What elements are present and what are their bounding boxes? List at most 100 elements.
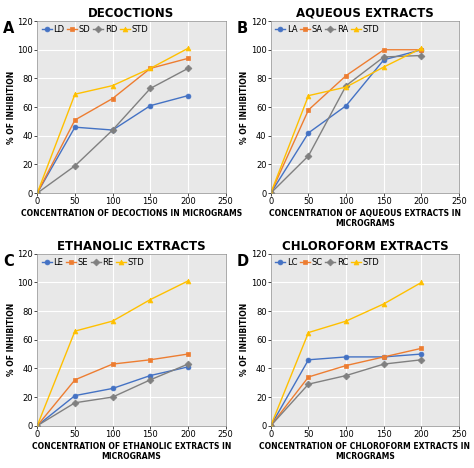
Line: SA: SA <box>268 47 424 196</box>
Y-axis label: % OF INHIBITION: % OF INHIBITION <box>240 303 249 376</box>
RC <box>381 361 387 367</box>
Title: CHLOROFORM EXTRACTS: CHLOROFORM EXTRACTS <box>282 240 448 253</box>
LA <box>381 57 387 63</box>
RE <box>35 423 40 429</box>
SA <box>306 107 311 113</box>
LE <box>35 423 40 429</box>
Text: C: C <box>3 254 14 269</box>
LA <box>419 47 424 52</box>
LC <box>343 354 349 360</box>
STD <box>381 301 387 307</box>
Line: RD: RD <box>35 66 191 196</box>
SE <box>110 361 116 367</box>
Line: RA: RA <box>268 53 424 196</box>
Line: LE: LE <box>35 365 191 428</box>
STD <box>110 318 116 324</box>
X-axis label: CONCENTRATION OF ETHANOLIC EXTRACTS IN
MICROGRAMS: CONCENTRATION OF ETHANOLIC EXTRACTS IN M… <box>32 442 231 461</box>
STD <box>343 84 349 90</box>
SA <box>343 73 349 78</box>
Y-axis label: % OF INHIBITION: % OF INHIBITION <box>240 71 249 144</box>
STD <box>72 329 78 334</box>
SC <box>268 423 273 429</box>
RA <box>306 153 311 159</box>
LE <box>185 364 191 370</box>
LD <box>147 103 153 109</box>
RE <box>185 361 191 367</box>
Line: SE: SE <box>35 351 191 428</box>
RA <box>343 83 349 88</box>
Legend: LE, SE, RE, STD: LE, SE, RE, STD <box>41 257 145 268</box>
Legend: LA, SA, RA, STD: LA, SA, RA, STD <box>274 24 380 35</box>
Y-axis label: % OF INHIBITION: % OF INHIBITION <box>7 303 16 376</box>
RC <box>419 357 424 363</box>
STD <box>419 45 424 51</box>
Line: LA: LA <box>268 47 424 196</box>
STD <box>185 45 191 51</box>
SA <box>268 190 273 196</box>
RC <box>268 423 273 429</box>
RA <box>381 54 387 60</box>
SE <box>35 423 40 429</box>
LC <box>381 354 387 360</box>
SD <box>72 117 78 123</box>
RE <box>110 394 116 400</box>
RD <box>147 86 153 91</box>
SA <box>419 47 424 52</box>
STD <box>268 423 273 429</box>
RC <box>306 381 311 387</box>
LE <box>147 373 153 378</box>
SC <box>381 354 387 360</box>
STD <box>72 91 78 97</box>
SA <box>381 47 387 52</box>
Line: SC: SC <box>268 346 424 428</box>
SD <box>185 56 191 61</box>
SE <box>72 377 78 383</box>
SC <box>343 363 349 368</box>
STD <box>185 278 191 284</box>
X-axis label: CONCENTRATION OF CHLOROFORM EXTRACTS IN
MICROGRAMS: CONCENTRATION OF CHLOROFORM EXTRACTS IN … <box>259 442 471 461</box>
RC <box>343 373 349 378</box>
LA <box>268 190 273 196</box>
LA <box>306 130 311 136</box>
LD <box>110 127 116 133</box>
STD <box>110 83 116 88</box>
STD <box>147 297 153 302</box>
Line: SD: SD <box>35 56 191 196</box>
Legend: LC, SC, RC, STD: LC, SC, RC, STD <box>274 257 380 268</box>
Line: LD: LD <box>35 93 191 196</box>
Line: STD: STD <box>35 46 191 196</box>
LE <box>72 393 78 398</box>
Text: D: D <box>237 254 249 269</box>
RE <box>147 377 153 383</box>
Line: LC: LC <box>268 351 424 428</box>
Line: STD: STD <box>268 280 424 428</box>
Title: DECOCTIONS: DECOCTIONS <box>88 7 174 20</box>
LA <box>343 103 349 109</box>
RE <box>72 400 78 406</box>
Legend: LD, SD, RD, STD: LD, SD, RD, STD <box>41 24 149 35</box>
Line: RE: RE <box>35 362 191 428</box>
STD <box>419 279 424 285</box>
SD <box>35 190 40 196</box>
LD <box>72 124 78 130</box>
RD <box>35 190 40 196</box>
SD <box>110 95 116 101</box>
STD <box>343 318 349 324</box>
RA <box>419 53 424 58</box>
LD <box>185 93 191 98</box>
SE <box>185 351 191 357</box>
STD <box>35 423 40 429</box>
Line: RC: RC <box>268 358 424 428</box>
STD <box>147 66 153 71</box>
X-axis label: CONCENTRATION OF DECOCTIONS IN MICROGRAMS: CONCENTRATION OF DECOCTIONS IN MICROGRAM… <box>21 209 242 218</box>
Title: AQUEOUS EXTRACTS: AQUEOUS EXTRACTS <box>296 7 434 20</box>
SE <box>147 357 153 363</box>
Title: ETHANOLIC EXTRACTS: ETHANOLIC EXTRACTS <box>57 240 206 253</box>
STD <box>35 190 40 196</box>
X-axis label: CONCENTRATION OF AQUEOUS EXTRACTS IN
MICROGRAMS: CONCENTRATION OF AQUEOUS EXTRACTS IN MIC… <box>269 209 461 228</box>
RA <box>268 190 273 196</box>
RD <box>72 163 78 168</box>
LD <box>35 190 40 196</box>
Y-axis label: % OF INHIBITION: % OF INHIBITION <box>7 71 16 144</box>
SC <box>419 345 424 351</box>
